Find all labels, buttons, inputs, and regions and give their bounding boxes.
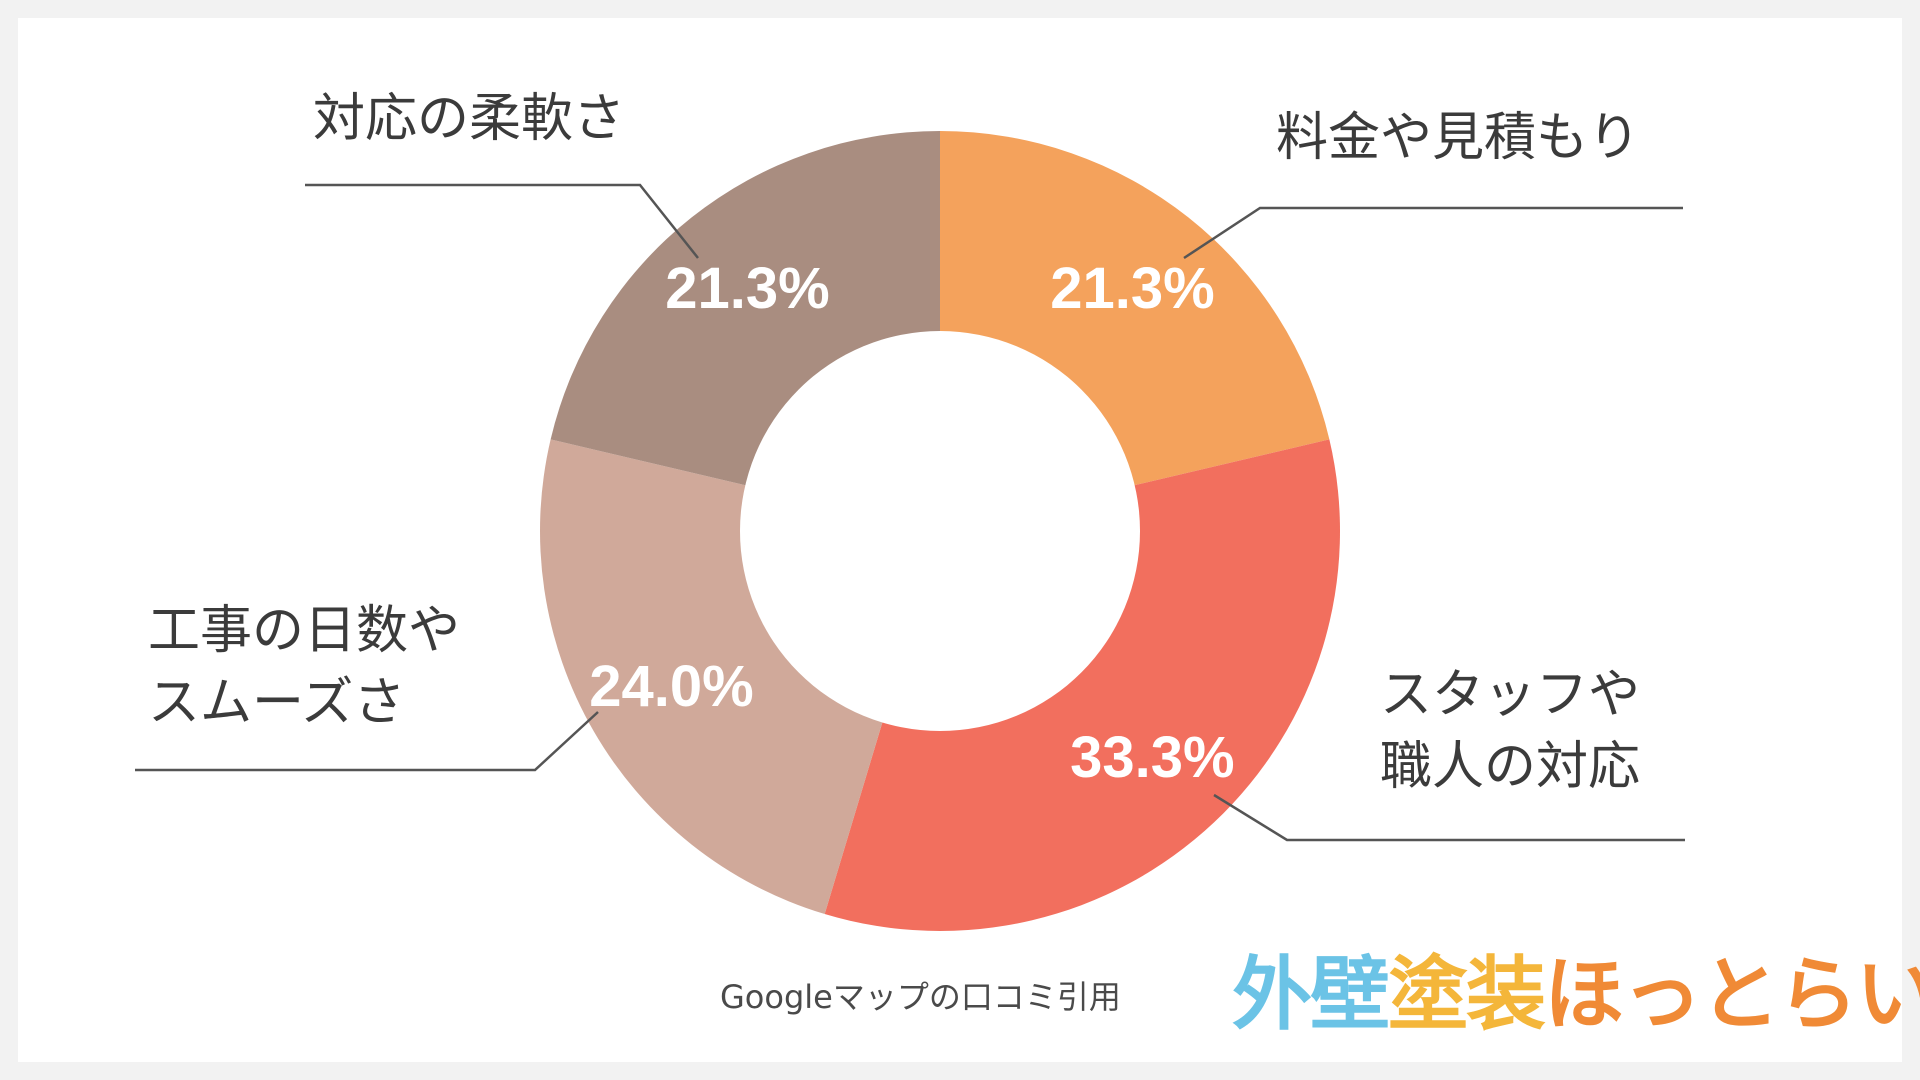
leader-line-2 [1213,793,1685,842]
value-label-2: 33.3% [1070,725,1234,790]
leader-lines [135,183,1685,842]
category-label-3-line-1: 工事の日数や [148,601,460,661]
leader-line-3 [135,711,599,772]
category-label-2-line-1: スタッフや [1380,665,1640,725]
value-label-4: 21.3% [665,256,829,321]
donut-hole [740,331,1140,731]
leader-line-1 [1183,206,1683,260]
brand-logo: 外壁塗装ほっとらいん [1232,930,1920,1050]
value-labels: 21.3% 33.3% 24.0% 21.3% [589,256,1234,790]
logo-segment-2: 塗装 [1388,948,1546,1041]
logo-segment-3: ほっとらいん [1544,948,1920,1041]
category-label-4-line-1: 対応の柔軟さ [313,89,625,149]
category-label-2-line-2: 職人の対応 [1380,737,1640,797]
source-note: Googleマップの口コミ引用 [720,978,1121,1016]
leader-line-4 [305,183,699,259]
category-label-1-line-1: 料金や見積もり [1276,108,1640,168]
value-label-1: 21.3% [1050,256,1214,321]
value-label-3: 24.0% [589,654,753,719]
category-label-3-line-2: スムーズさ [148,673,405,733]
logo-segment-1: 外壁 [1232,948,1390,1041]
